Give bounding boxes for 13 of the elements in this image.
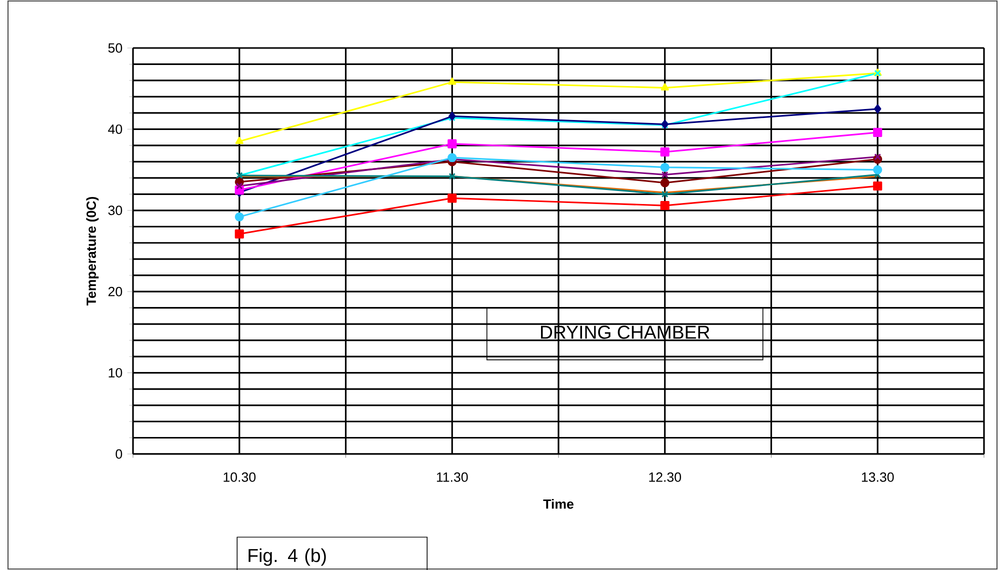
- x-tick-label: 13.30: [862, 472, 894, 482]
- caption: Fig. 4 (b): [248, 548, 326, 566]
- x-tick-label: 12.30: [649, 472, 682, 482]
- y-tick-label: 20: [108, 286, 122, 296]
- y-axis-title: Temperature (0C): [86, 196, 99, 306]
- x-tick-label: 10.30: [224, 472, 256, 482]
- y-tick-label: 10: [108, 368, 122, 378]
- y-tick-label: 40: [108, 124, 122, 134]
- y-tick-label: 30: [108, 206, 122, 216]
- x-tick-label: 11.30: [436, 472, 468, 482]
- y-tick-label: 0: [116, 449, 122, 459]
- x-axis-title: Time: [543, 498, 574, 509]
- y-tick-label: 50: [108, 43, 122, 53]
